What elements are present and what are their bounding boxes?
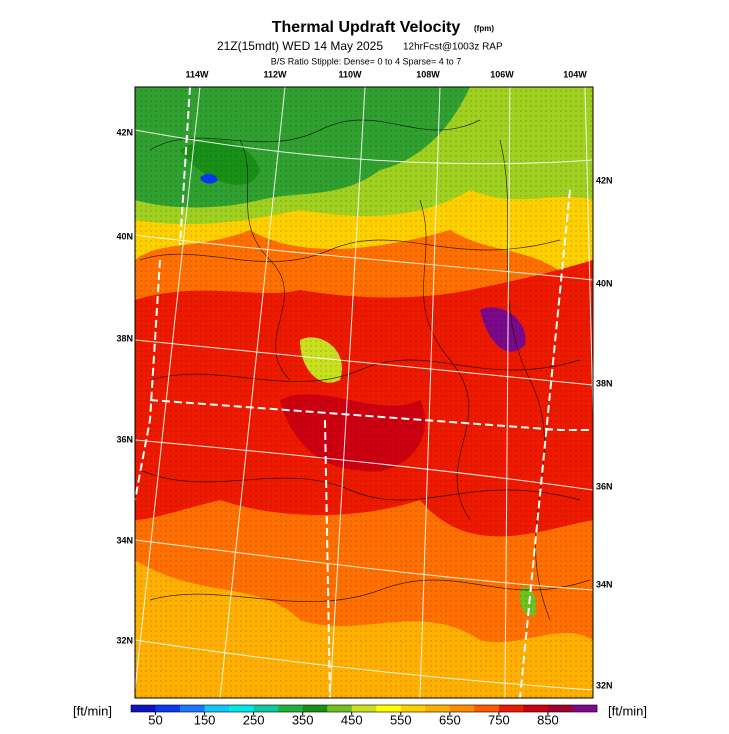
colorbar-segment [155,705,181,712]
colorbar-label: 50 [148,712,162,727]
forecast: 12hrFcst@1003z RAP [403,42,503,53]
lat-label: 40N [116,231,133,241]
colorbar-unit: [ft/min] [608,703,647,718]
lat-label: 34N [116,535,133,545]
stipple-note: B/S Ratio Stipple: Dense= 0 to 4 Sparse=… [271,56,462,66]
colorbar-label: 850 [537,712,559,727]
colorbar-label: 550 [390,712,412,727]
lon-label: 110W [338,69,362,79]
map-frame [134,86,594,699]
lon-label: 112W [263,69,287,79]
colorbar-label: 350 [292,712,314,727]
lon-label: 104W [563,69,587,79]
colorbar-segment [449,705,475,712]
lon-label: 108W [416,69,440,79]
lat-label: 38N [596,378,613,388]
colorbar-segment [302,705,328,712]
colorbar-segment [425,705,451,712]
lat-label: 36N [596,481,613,491]
colorbar-segment [547,705,573,712]
lat-label: 32N [596,680,613,690]
valid-time: 21Z(15mdt) WED 14 May 2025 [217,39,383,53]
lat-label: 34N [596,579,613,589]
lat-label: 40N [596,278,613,288]
colorbar-segment [376,705,402,712]
colorbar-segment [180,705,205,712]
colorbar-segment [327,705,353,712]
colorbar-segment [572,705,598,712]
lon-label: 114W [185,69,209,79]
colorbar-segment [229,705,254,712]
colorbar-segment [278,705,303,712]
colorbar-label: 150 [194,712,216,727]
colorbar-label: 250 [243,712,265,727]
lat-label: 32N [116,635,133,645]
lat-label: 42N [596,175,613,185]
title-unit: (fpm) [474,24,494,33]
colorbar-segment [523,705,549,712]
colorbar-segment [204,705,230,712]
colorbar-label: 450 [341,712,363,727]
map [135,87,593,698]
title: Thermal Updraft Velocity [272,19,461,36]
colorbar-segment [351,705,377,712]
colorbar-segment [131,705,156,712]
colorbar-segment [400,705,426,712]
colorbar-segment [498,705,524,712]
lon-label: 106W [490,69,514,79]
lat-label: 42N [116,127,133,137]
lat-label: 36N [116,434,133,444]
lat-label: 38N [116,333,133,343]
colorbar-frame [130,704,598,713]
colorbar-segment [474,705,500,712]
colorbar-label: 750 [488,712,510,727]
colorbar-label: 650 [439,712,461,727]
colorbar-segment [253,705,279,712]
colorbar-unit: [ft/min] [73,703,112,718]
